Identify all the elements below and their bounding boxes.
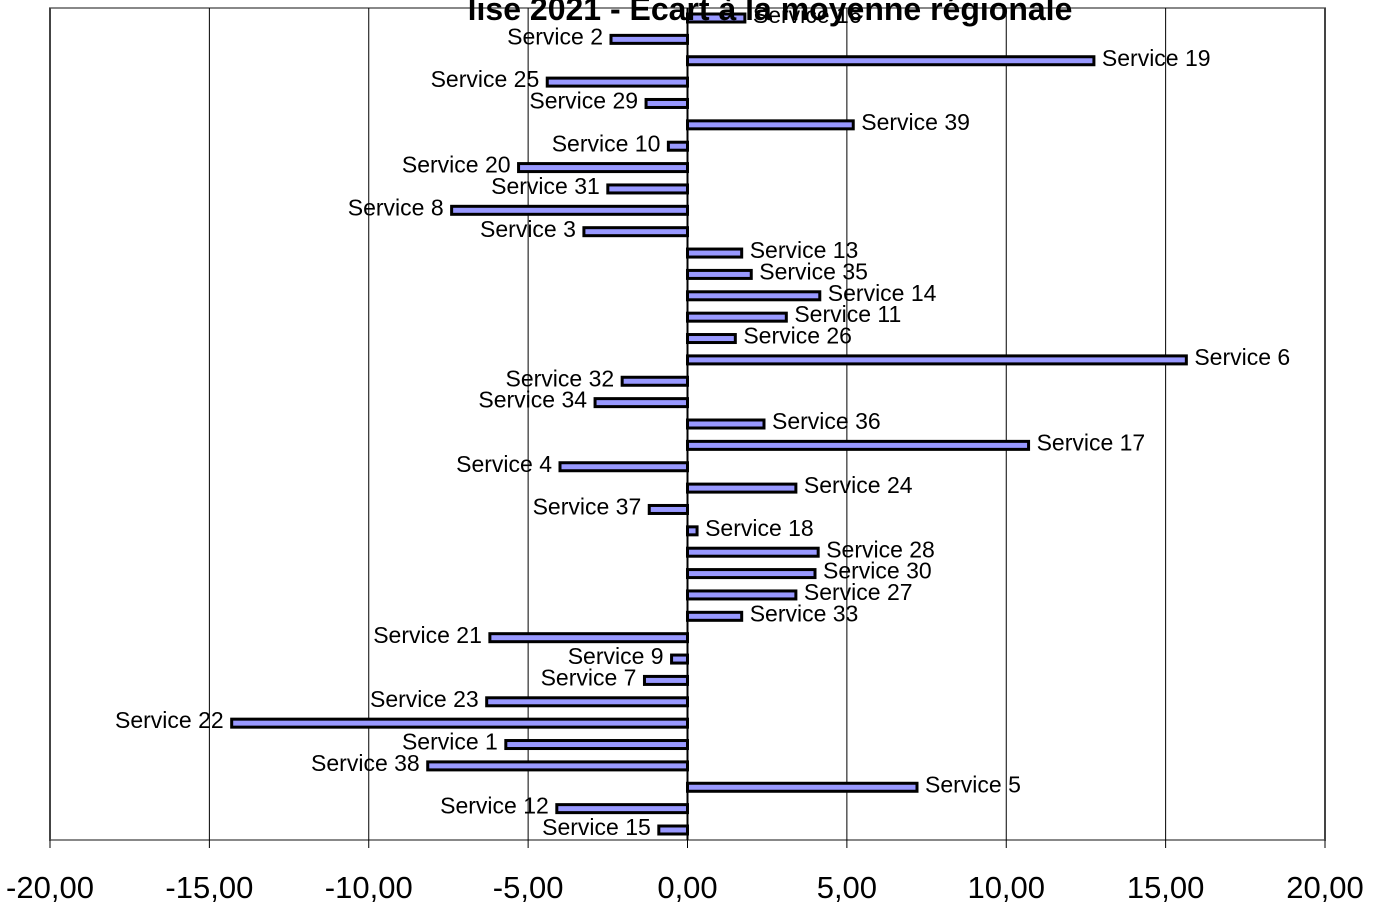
bar bbox=[593, 397, 689, 409]
bar bbox=[686, 568, 817, 580]
x-tick-label: 5,00 bbox=[817, 870, 877, 905]
bar bbox=[686, 311, 788, 323]
bar bbox=[686, 55, 1096, 67]
bar bbox=[686, 439, 1031, 451]
bar bbox=[545, 76, 689, 88]
bar bbox=[230, 717, 689, 729]
bar-label: Service 17 bbox=[1037, 429, 1146, 455]
bar bbox=[686, 546, 820, 558]
bar bbox=[666, 140, 689, 152]
bar-label: Service 1 bbox=[402, 729, 498, 755]
bar bbox=[647, 503, 689, 515]
bar-label: Service 9 bbox=[568, 643, 664, 669]
bar-label: Service 28 bbox=[826, 536, 935, 562]
chart-title: lise 2021 - Ecart à la moyenne régionale bbox=[468, 0, 1073, 27]
bar-label: Service 8 bbox=[348, 194, 444, 220]
bar-label: Service 19 bbox=[1102, 45, 1211, 71]
x-tick-label: 20,00 bbox=[1286, 870, 1364, 905]
bar bbox=[686, 333, 737, 345]
bar bbox=[517, 162, 689, 174]
bar-label: Service 21 bbox=[373, 622, 482, 648]
bar-label: Service 33 bbox=[750, 600, 859, 626]
bar bbox=[686, 610, 744, 622]
bar bbox=[644, 97, 689, 109]
bar bbox=[488, 632, 689, 644]
bar bbox=[686, 119, 855, 131]
bar bbox=[686, 268, 753, 280]
bar-label: Service 5 bbox=[925, 771, 1021, 797]
bar-label: Service 10 bbox=[552, 130, 661, 156]
bar-label: Service 18 bbox=[705, 515, 814, 541]
bar-label: Service 15 bbox=[542, 814, 651, 840]
bar-label: Service 2 bbox=[507, 23, 603, 49]
bar bbox=[450, 204, 689, 216]
bar bbox=[686, 482, 798, 494]
bar bbox=[686, 418, 766, 430]
bar bbox=[686, 589, 798, 601]
bar-label: Service 31 bbox=[491, 173, 600, 199]
bar bbox=[657, 824, 689, 836]
bar-label: Service 30 bbox=[823, 558, 932, 584]
bar-label: Service 39 bbox=[861, 109, 970, 135]
bar-label: Service 16 bbox=[753, 2, 862, 28]
bar-label: Service 26 bbox=[743, 323, 852, 349]
bar-label: Service 11 bbox=[794, 301, 901, 327]
bar bbox=[642, 674, 689, 686]
bar bbox=[686, 525, 699, 537]
bar bbox=[606, 183, 689, 195]
x-tick-label: 0,00 bbox=[657, 870, 717, 905]
bar-label: Service 13 bbox=[750, 237, 859, 263]
x-tick-label: -20,00 bbox=[6, 870, 94, 905]
bar-label: Service 34 bbox=[478, 387, 587, 413]
bar bbox=[620, 375, 689, 387]
bar-label: Service 22 bbox=[115, 707, 224, 733]
bar bbox=[485, 696, 689, 708]
bar-label: Service 32 bbox=[505, 365, 614, 391]
bar bbox=[582, 226, 689, 238]
bar-label: Service 25 bbox=[431, 66, 540, 92]
bar bbox=[504, 739, 689, 751]
bar-label: Service 24 bbox=[804, 472, 913, 498]
bar-label: Service 36 bbox=[772, 408, 881, 434]
bar-label: Service 23 bbox=[370, 686, 479, 712]
bar-label: Service 14 bbox=[828, 280, 937, 306]
bar-label: Service 6 bbox=[1194, 344, 1290, 370]
bar-label: Service 29 bbox=[529, 88, 638, 114]
bar bbox=[686, 781, 919, 793]
bar-label: Service 7 bbox=[541, 664, 637, 690]
x-tick-label: -5,00 bbox=[493, 870, 564, 905]
bar bbox=[555, 803, 689, 815]
bar bbox=[686, 354, 1188, 366]
x-tick-label: -10,00 bbox=[325, 870, 413, 905]
bar bbox=[686, 290, 822, 302]
bar-label: Service 27 bbox=[804, 579, 913, 605]
bar-label: Service 3 bbox=[480, 216, 576, 242]
bar-label: Service 37 bbox=[533, 494, 642, 520]
x-tick-label: 15,00 bbox=[1127, 870, 1205, 905]
bar bbox=[609, 33, 689, 45]
bar-label: Service 38 bbox=[311, 750, 420, 776]
bar bbox=[558, 461, 689, 473]
bar-label: Service 20 bbox=[402, 152, 511, 178]
x-tick-label: -15,00 bbox=[165, 870, 253, 905]
bar-label: Service 35 bbox=[759, 258, 868, 284]
bar bbox=[686, 12, 747, 24]
bar bbox=[426, 760, 689, 772]
bar bbox=[670, 653, 689, 665]
bar bbox=[686, 247, 744, 259]
bar-label: Service 4 bbox=[456, 451, 552, 477]
bar-label: Service 12 bbox=[440, 793, 549, 819]
x-tick-label: 10,00 bbox=[967, 870, 1045, 905]
